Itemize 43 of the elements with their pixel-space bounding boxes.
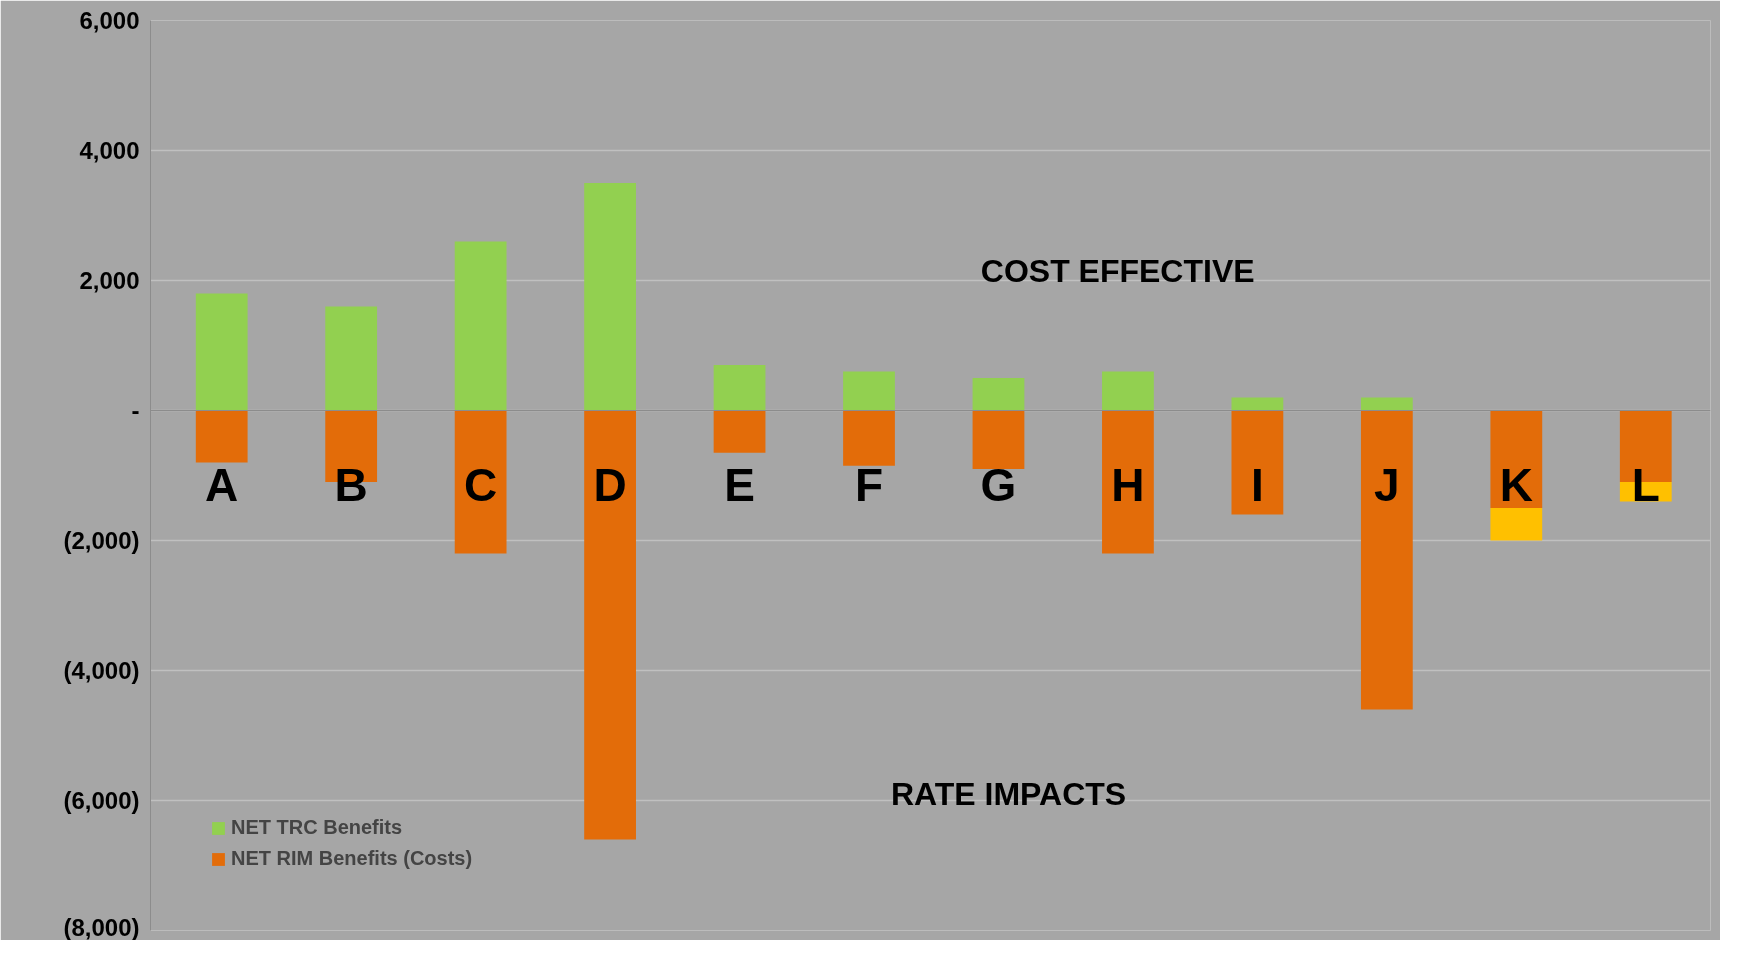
- bar: [713, 365, 766, 411]
- x-tick-label: G: [980, 458, 1017, 511]
- y-tick-label: (2,000): [63, 527, 140, 554]
- annotation: COST EFFECTIVE: [980, 252, 1255, 289]
- x-tick-label: L: [1631, 458, 1660, 511]
- x-tick-label: J: [1374, 458, 1400, 511]
- x-tick-label: H: [1111, 458, 1145, 511]
- y-tick-label: 2,000: [79, 267, 140, 294]
- bar: [843, 371, 895, 411]
- x-tick-label: K: [1499, 458, 1533, 511]
- x-tick-label: E: [724, 458, 755, 511]
- bar: [972, 378, 1025, 411]
- x-tick-label: A: [205, 458, 239, 511]
- bar: [195, 410, 248, 463]
- bar: [454, 241, 507, 411]
- annotation: RATE IMPACTS: [890, 776, 1127, 813]
- y-tick-label: (6,000): [63, 787, 140, 814]
- y-tick-label: 4,000: [79, 137, 140, 164]
- bar: [195, 293, 248, 411]
- bar: [584, 183, 636, 411]
- x-tick-label: I: [1251, 458, 1264, 511]
- bar: [1360, 410, 1413, 710]
- bar: [1102, 410, 1154, 554]
- bar: [1231, 397, 1284, 411]
- bar: [1231, 410, 1284, 515]
- x-tick-label: C: [464, 458, 498, 511]
- legend-label: NET RIM Benefits (Costs): [231, 847, 473, 870]
- x-tick-label: D: [593, 458, 627, 511]
- y-tick-label: (4,000): [63, 657, 140, 684]
- y-tick-label: (8,000): [63, 913, 140, 941]
- bar: [584, 410, 636, 840]
- bar: [1360, 397, 1413, 411]
- bar: [713, 410, 766, 453]
- x-tick-label: F: [854, 458, 884, 511]
- y-tick-label: -: [131, 397, 140, 424]
- bar: [1102, 371, 1154, 411]
- bar: [1490, 508, 1543, 541]
- legend-label: NET TRC Benefits: [231, 816, 403, 839]
- bar: [454, 410, 507, 554]
- bar: [843, 410, 895, 466]
- y-tick-label: 6,000: [79, 7, 140, 34]
- bar: [972, 410, 1025, 469]
- bar: [325, 306, 378, 411]
